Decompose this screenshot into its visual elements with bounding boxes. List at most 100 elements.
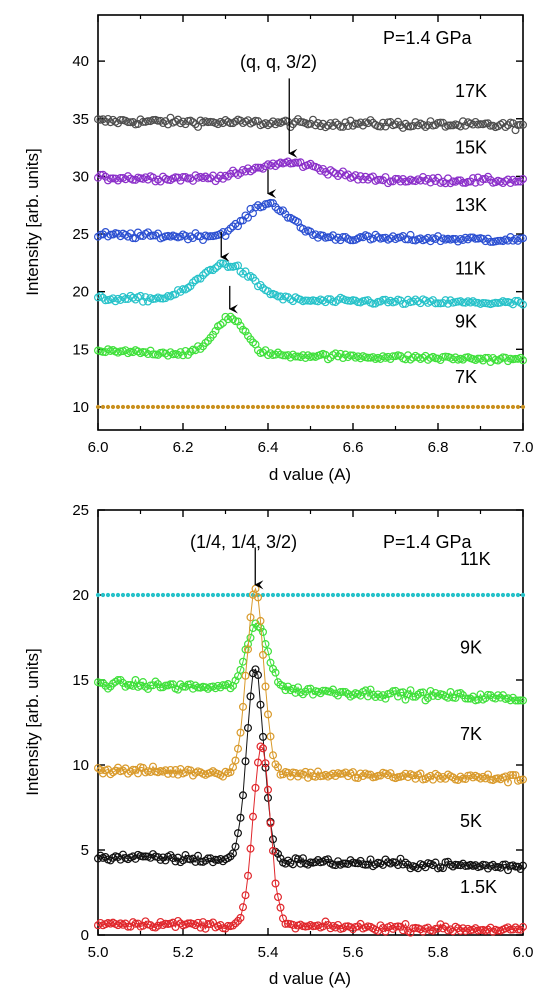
data-point <box>489 860 498 869</box>
data-point <box>239 791 248 800</box>
data-point <box>191 346 200 355</box>
data-point <box>171 766 180 775</box>
data-point <box>164 769 173 778</box>
data-point <box>499 118 508 127</box>
data-point <box>236 913 245 922</box>
series-label: 13K <box>455 195 487 215</box>
data-point <box>476 120 485 129</box>
data-point <box>134 119 143 128</box>
data-point <box>160 592 166 598</box>
data-point <box>456 689 465 698</box>
series-9K <box>93 312 527 366</box>
data-point <box>231 919 240 928</box>
data-point <box>100 592 106 598</box>
data-point <box>454 924 463 933</box>
data-point <box>339 122 348 131</box>
data-point <box>280 592 286 598</box>
data-point <box>204 684 213 693</box>
data-point <box>394 692 403 701</box>
data-point <box>440 592 446 598</box>
data-point <box>304 296 313 305</box>
data-point <box>401 920 410 929</box>
data-point <box>321 168 330 177</box>
data-point <box>161 681 170 690</box>
data-point <box>271 350 280 359</box>
data-point <box>394 175 403 184</box>
data-point <box>314 921 323 930</box>
data-point <box>421 696 430 705</box>
data-point <box>180 404 186 410</box>
data-point <box>149 350 158 359</box>
y-tick-label: 25 <box>72 226 89 243</box>
data-point <box>120 404 126 410</box>
data-point <box>216 320 225 329</box>
data-point <box>359 233 368 242</box>
data-point <box>156 294 165 303</box>
data-point <box>98 293 107 302</box>
data-point <box>416 925 425 934</box>
data-point <box>449 355 458 364</box>
data-point <box>234 170 243 179</box>
data-point <box>506 925 515 934</box>
data-point <box>480 404 486 410</box>
data-point <box>254 201 263 210</box>
data-point <box>384 771 393 780</box>
data-point <box>331 923 340 932</box>
series-11K <box>93 259 527 309</box>
data-point <box>329 685 338 694</box>
data-point <box>484 119 493 128</box>
data-point <box>271 120 280 129</box>
data-point <box>116 232 125 241</box>
data-point <box>241 671 250 680</box>
data-point <box>106 174 115 183</box>
data-point <box>469 120 478 129</box>
data-point <box>435 592 441 598</box>
data-point <box>344 296 353 305</box>
data-point <box>295 592 301 598</box>
data-point <box>500 404 506 410</box>
data-point <box>289 684 298 693</box>
data-point <box>211 855 220 864</box>
data-point <box>245 404 251 410</box>
data-point <box>181 346 190 355</box>
data-point <box>341 687 350 696</box>
data-point <box>229 763 238 772</box>
data-point <box>504 694 513 703</box>
data-point <box>506 771 515 780</box>
data-point <box>336 688 345 697</box>
data-point <box>485 404 491 410</box>
data-point <box>334 233 343 242</box>
data-point <box>426 178 435 187</box>
data-point <box>451 860 460 869</box>
data-point <box>375 404 381 410</box>
data-point <box>189 234 198 243</box>
data-point <box>241 211 250 220</box>
data-point <box>479 175 488 184</box>
data-point <box>399 299 408 308</box>
data-point <box>136 231 145 240</box>
data-point <box>113 852 122 861</box>
data-point <box>370 592 376 598</box>
data-point <box>381 122 390 131</box>
peak-label: (q, q, 3/2) <box>240 52 317 72</box>
data-point <box>386 769 395 778</box>
data-point <box>399 688 408 697</box>
data-point <box>241 891 250 900</box>
data-point <box>350 404 356 410</box>
data-point <box>414 690 423 699</box>
data-point <box>481 774 490 783</box>
data-point <box>461 861 470 870</box>
data-point <box>266 198 275 207</box>
data-point <box>509 770 518 779</box>
data-point <box>291 352 300 361</box>
data-point <box>185 404 191 410</box>
data-point <box>359 772 368 781</box>
data-point <box>341 922 350 931</box>
data-point <box>419 120 428 129</box>
data-point <box>195 592 201 598</box>
series-label: 11K <box>455 259 486 279</box>
data-point <box>259 732 268 741</box>
data-point <box>139 297 148 306</box>
data-point <box>371 230 380 239</box>
series-label: 11K <box>460 549 491 569</box>
